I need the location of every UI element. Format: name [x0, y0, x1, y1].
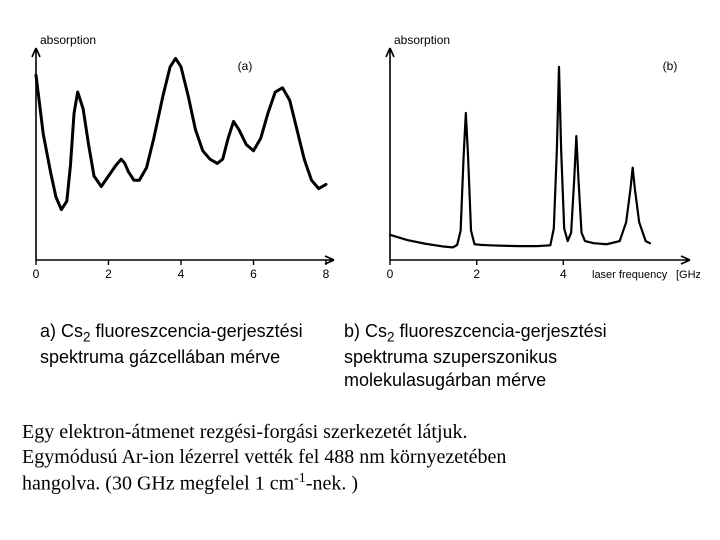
para-line2: Egymódusú Ar-ion lézerrel vették fel 488… — [22, 446, 506, 468]
para-line3-sup: -1 — [294, 471, 306, 486]
para-line1: Egy elektron-átmenet rezgési-forgási sze… — [22, 421, 468, 443]
captions-row: a) Cs2 fluoreszcencia-gerjesztési spektr… — [40, 320, 690, 391]
caption-b-sub: 2 — [387, 330, 395, 345]
svg-text:8: 8 — [323, 267, 330, 281]
svg-text:0: 0 — [387, 267, 394, 281]
caption-b-pre: b) Cs — [344, 321, 387, 341]
caption-a-pre: a) Cs — [40, 321, 83, 341]
caption-b: b) Cs2 fluoreszcencia-gerjesztési spektr… — [344, 320, 674, 391]
svg-text:0: 0 — [33, 267, 40, 281]
svg-text:absorption: absorption — [40, 33, 96, 47]
svg-text:2: 2 — [473, 267, 480, 281]
svg-text:4: 4 — [560, 267, 567, 281]
svg-text:(a): (a) — [238, 59, 253, 73]
para-line3-post: -nek. ) — [306, 473, 358, 495]
svg-text:absorption: absorption — [394, 33, 450, 47]
body-paragraph: Egy elektron-átmenet rezgési-forgási sze… — [22, 420, 692, 497]
svg-text:6: 6 — [250, 267, 257, 281]
svg-text:[GHz]: [GHz] — [676, 269, 700, 281]
svg-text:2: 2 — [105, 267, 112, 281]
chart-b: absorption (b) 0 2 4 laser frequency [GHz] — [370, 22, 700, 300]
para-line3-pre: hangolva. (30 GHz megfelel 1 cm — [22, 473, 294, 495]
chart-a: absorption (a) 0 2 4 6 8 — [10, 22, 340, 300]
caption-a-sub: 2 — [83, 330, 91, 345]
svg-text:(b): (b) — [663, 59, 678, 73]
svg-text:4: 4 — [178, 267, 185, 281]
svg-text:laser frequency: laser frequency — [592, 269, 668, 281]
caption-a: a) Cs2 fluoreszcencia-gerjesztési spektr… — [40, 320, 320, 391]
charts-row: absorption (a) 0 2 4 6 8 absorption (b) 0 2 4 laser… — [10, 22, 710, 300]
